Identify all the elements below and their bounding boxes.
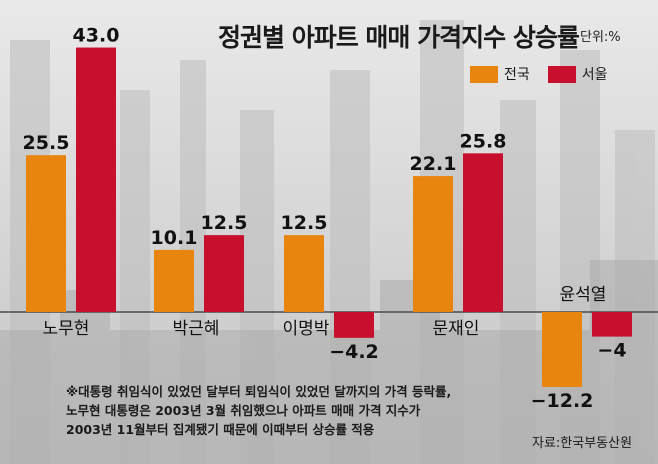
category-label: 문재인 — [433, 319, 480, 339]
footnote-line: ※대통령 취임식이 있었던 달부터 퇴임식이 있었던 달까지의 가격 등락률, — [66, 384, 452, 399]
legend-label-national: 전국 — [504, 67, 530, 83]
bar-value-label: 22.1 — [410, 153, 457, 175]
chart-title: 정권별 아파트 매매 가격지수 상승률 — [218, 23, 580, 52]
bar-value-label: −4.2 — [329, 341, 379, 363]
category-label: 이명박 — [283, 319, 330, 339]
bar-seoul — [463, 153, 503, 312]
bar-value-label: 25.8 — [460, 130, 507, 152]
bar-seoul — [76, 47, 116, 313]
bar-value-label: 10.1 — [151, 227, 198, 249]
unit-label: 단위:% — [580, 30, 621, 45]
legend-swatch-national — [470, 65, 498, 83]
category-label: 윤석열 — [560, 285, 607, 305]
bar-value-label: 43.0 — [73, 25, 120, 47]
bar-national — [154, 249, 194, 312]
bar-national — [284, 235, 324, 312]
bar-seoul — [334, 312, 374, 338]
legend-label-seoul: 서울 — [581, 67, 608, 83]
footnote-line: 2003년 11월부터 집계됐기 때문에 이때부터 상승률 적용 — [66, 422, 375, 437]
footnote: ※대통령 취임식이 있었던 달부터 퇴임식이 있었던 달까지의 가격 등락률, … — [66, 382, 546, 439]
bar-national — [542, 312, 582, 388]
bar-national — [413, 176, 453, 312]
bar-seoul — [592, 312, 632, 337]
bar-value-label: 12.5 — [201, 212, 248, 234]
bar-value-label: 12.5 — [281, 212, 328, 234]
category-label: 박근혜 — [173, 319, 220, 339]
legend-swatch-seoul — [547, 65, 576, 83]
category-label: 노무현 — [43, 319, 90, 339]
bar-value-label: −4 — [597, 340, 626, 362]
source-label: 자료:한국부동산원 — [532, 436, 633, 451]
footnote-line: 노무현 대통령은 2003년 3월 취임했으나 아파트 매매 가격 지수가 — [66, 403, 421, 418]
legend: 전국 서울 — [470, 64, 620, 84]
bar-value-label: −12.2 — [531, 390, 594, 412]
bar-value-label: 25.5 — [23, 132, 70, 154]
bar-national — [26, 155, 66, 312]
bar-seoul — [204, 235, 244, 312]
